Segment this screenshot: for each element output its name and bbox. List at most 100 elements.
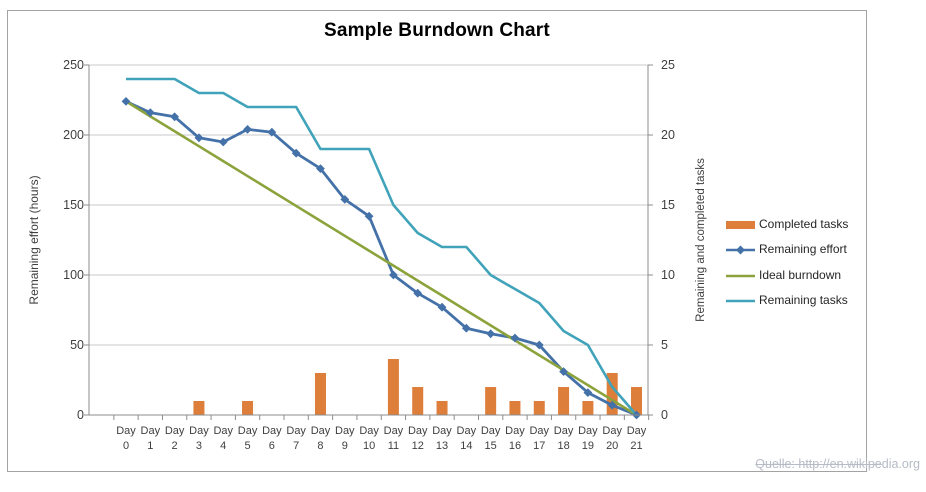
x-axis-day-label: Day 8 bbox=[307, 424, 333, 454]
bar-completed-tasks bbox=[533, 401, 545, 415]
line-remaining-tasks bbox=[126, 77, 638, 416]
marker-diamond-remaining-effort bbox=[145, 108, 155, 117]
day-label-line: 0 bbox=[122, 440, 130, 452]
day-label-line: Day bbox=[310, 425, 331, 437]
day-label-line: 4 bbox=[220, 440, 227, 452]
x-axis-day-label: Day 15 bbox=[478, 424, 504, 454]
marker-diamond-remaining-effort bbox=[364, 211, 374, 221]
x-axis-day-label: Day 21 bbox=[624, 424, 650, 454]
day-label-line: Day bbox=[359, 425, 379, 437]
x-axis-day-label: Day 12 bbox=[405, 424, 431, 454]
marker-diamond-remaining-effort bbox=[267, 127, 277, 137]
x-axis-day-label: Day 4 bbox=[210, 424, 236, 454]
right-axis-title: Remaining and completed tasks bbox=[695, 158, 707, 322]
day-label-line: 15 bbox=[484, 440, 497, 452]
day-label-line: 2 bbox=[171, 440, 178, 452]
marker-diamond-remaining-effort bbox=[389, 270, 398, 280]
marker-diamond-remaining-effort bbox=[413, 288, 423, 298]
legend-label: Remaining tasks bbox=[759, 293, 848, 307]
marker-diamond-remaining-effort bbox=[243, 125, 252, 134]
x-axis-day-label: Day 2 bbox=[162, 424, 188, 454]
marker-diamond-remaining-effort bbox=[316, 164, 325, 173]
day-label-line: Day bbox=[432, 425, 452, 437]
line-ideal-burndown bbox=[125, 100, 638, 417]
day-label-line: 18 bbox=[557, 440, 570, 452]
day-label-line: Day bbox=[164, 425, 185, 437]
marker-diamond-remaining-effort bbox=[340, 195, 350, 204]
bar-completed-tasks bbox=[193, 401, 205, 415]
day-label-line: Day bbox=[529, 425, 550, 437]
bar-completed-tasks bbox=[485, 387, 497, 415]
x-axis-day-label: Day 6 bbox=[259, 424, 285, 454]
day-label-line: 13 bbox=[435, 440, 449, 452]
marker-diamond-remaining-effort bbox=[461, 323, 471, 333]
legend-item-ideal-burndown: Ideal burndown bbox=[726, 262, 866, 287]
right-axis-tick-label: 20 bbox=[661, 128, 675, 142]
left-axis-tick-label: 50 bbox=[70, 338, 84, 352]
legend-swatch-line-icon bbox=[726, 294, 755, 306]
x-axis-day-label: Day 19 bbox=[575, 424, 601, 454]
bar-completed-tasks bbox=[387, 359, 399, 415]
marker-diamond-remaining-effort bbox=[121, 97, 131, 106]
day-label-line: 10 bbox=[362, 440, 376, 452]
day-label-line: Day bbox=[335, 425, 355, 437]
day-label-line: 8 bbox=[317, 440, 324, 452]
day-label-line: 17 bbox=[533, 440, 546, 452]
bar-completed-tasks bbox=[314, 373, 326, 415]
day-label-line: Day bbox=[140, 425, 161, 437]
day-label-line: Day bbox=[407, 425, 428, 437]
left-axis-tick-label: 200 bbox=[63, 128, 84, 142]
bar-completed-tasks bbox=[558, 387, 570, 415]
day-label-line: 9 bbox=[341, 440, 348, 452]
x-axis-day-label: Day 10 bbox=[356, 424, 382, 454]
x-axis-day-label: Day 13 bbox=[429, 424, 455, 454]
day-label-line: 14 bbox=[460, 440, 473, 452]
day-label-line: Day bbox=[505, 425, 525, 437]
marker-diamond-remaining-effort bbox=[437, 302, 447, 312]
right-axis-tick-label: 15 bbox=[661, 198, 675, 212]
left-axis-tick-label: 250 bbox=[63, 58, 84, 72]
marker-diamond-remaining-effort bbox=[194, 133, 204, 143]
marker-diamond-remaining-effort bbox=[559, 367, 568, 376]
x-axis-day-label: Day 5 bbox=[235, 424, 261, 454]
x-axis-day-label: Day 0 bbox=[113, 424, 139, 454]
marker-diamond-remaining-effort bbox=[486, 329, 496, 339]
day-label-line: 11 bbox=[387, 440, 400, 452]
day-label-line: Day bbox=[553, 425, 574, 437]
source-note-plain-part: dia.org bbox=[881, 457, 920, 471]
right-axis-tick-label: 10 bbox=[661, 268, 675, 282]
day-label-line: 7 bbox=[293, 440, 300, 452]
line-remaining-effort bbox=[125, 100, 638, 417]
day-label-line: Day bbox=[456, 425, 477, 437]
source-note-struck-part: Quelle: http://en.wikipe bbox=[755, 457, 882, 471]
marker-diamond-remaining-effort bbox=[510, 333, 520, 343]
left-axis-tick-label: 100 bbox=[63, 268, 84, 282]
left-axis-tick-label: 150 bbox=[63, 198, 84, 212]
x-axis-day-label: Day 11 bbox=[380, 424, 406, 454]
bar-completed-tasks bbox=[242, 401, 254, 415]
legend-label: Remaining effort bbox=[759, 242, 847, 256]
chart-title: Sample Burndown Chart bbox=[324, 20, 550, 41]
legend-item-remaining-effort: Remaining effort bbox=[726, 237, 866, 262]
legend-swatch-bar-icon bbox=[726, 218, 755, 230]
day-label-line: Day bbox=[286, 425, 306, 437]
x-axis-day-label: Day 7 bbox=[283, 424, 309, 454]
bar-completed-tasks bbox=[509, 401, 521, 415]
day-label-line: Day bbox=[237, 425, 258, 437]
legend-label: Completed tasks bbox=[759, 216, 849, 231]
marker-diamond-remaining-effort bbox=[607, 400, 617, 410]
legend-item-completed-tasks: Completed tasks bbox=[726, 211, 866, 236]
x-axis-day-label: Day 16 bbox=[502, 424, 528, 454]
bar-completed-tasks bbox=[412, 387, 424, 415]
day-label-line: 3 bbox=[195, 440, 202, 452]
x-axis-day-label: Day 14 bbox=[453, 424, 479, 454]
marker-diamond-remaining-effort bbox=[291, 148, 301, 158]
bar-completed-tasks bbox=[631, 387, 643, 415]
right-axis-tick-label: 5 bbox=[661, 338, 668, 352]
right-axis-tick-label: 0 bbox=[661, 408, 668, 422]
day-label-line: 21 bbox=[630, 440, 643, 452]
x-axis-day-label: Day 17 bbox=[526, 424, 552, 454]
marker-diamond-remaining-effort bbox=[218, 137, 228, 147]
left-axis-title: Remaining effort (hours) bbox=[27, 175, 41, 305]
